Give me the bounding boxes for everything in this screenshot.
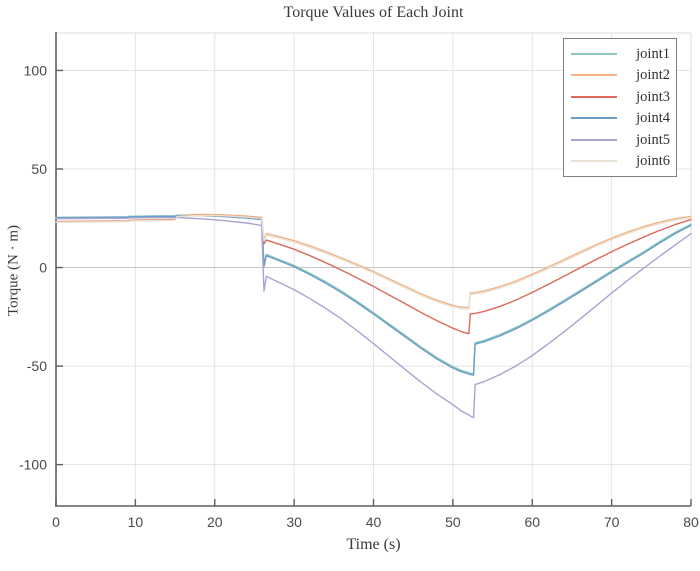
y-tick-label-50: 50 [31,161,47,177]
x-tick-label-0: 0 [52,514,60,530]
legend-line-sample-joint1 [571,52,617,55]
y-axis-label: Torque (N · m) [5,225,22,317]
series-line-joint5 [55,216,692,419]
chart-title: Torque Values of Each Joint [283,4,464,21]
series-line-joint6 [55,214,692,310]
x-tick-label-70: 70 [604,514,620,530]
legend-item-joint4: joint4 [571,108,670,128]
x-tick-label-50: 50 [445,514,461,530]
x-tick-label-30: 30 [286,514,302,530]
y-tick-label-0: 0 [39,260,47,276]
legend-label: joint2 [636,67,670,83]
legend-label: joint4 [636,110,670,126]
legend-item-joint6: joint6 [571,151,670,171]
y-tick-label--100: -100 [19,457,47,473]
legend-item-joint5: joint5 [571,130,670,150]
legend-line-sample-joint6 [571,160,617,163]
legend-label: joint6 [636,153,670,169]
legend-item-joint3: joint3 [571,87,670,107]
legend-item-joint2: joint2 [571,65,670,85]
legend-label: joint1 [636,45,670,62]
legend-label: joint5 [636,131,670,148]
legend-line-sample-joint4 [571,117,617,120]
legend-line-sample-joint3 [571,95,617,98]
y-tick-label--50: -50 [27,358,47,374]
x-axis-label: Time (s) [346,536,401,553]
legend-label: joint3 [636,88,670,105]
legend-line-sample-joint2 [571,74,617,77]
legend-box: joint1 joint2 joint3 joint4 joint5 joint6 [563,38,677,177]
legend-item-joint1: joint1 [571,44,670,64]
x-tick-label-20: 20 [207,514,223,530]
x-tick-label-60: 60 [524,514,540,530]
x-tick-label-40: 40 [366,514,382,530]
legend-line-sample-joint5 [571,138,617,141]
x-tick-label-10: 10 [128,514,144,530]
x-tick-label-80: 80 [683,514,699,530]
y-tick-label-100: 100 [24,62,48,78]
